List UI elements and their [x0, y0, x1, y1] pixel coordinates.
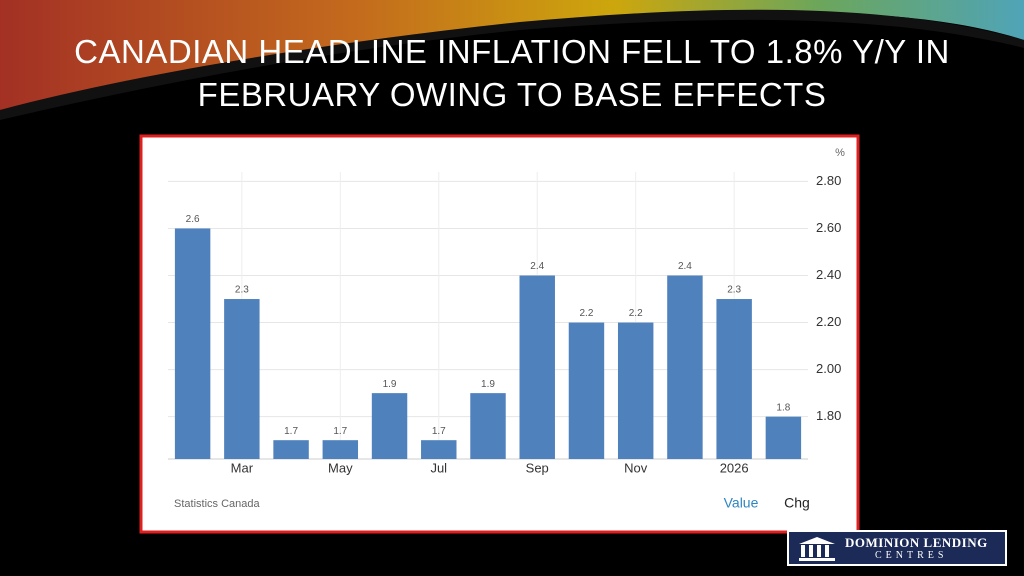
- legend-item[interactable]: Chg: [784, 495, 810, 511]
- y-tick-label: 2.40: [816, 267, 841, 282]
- logo-icon: [799, 537, 835, 561]
- bar: [273, 440, 309, 459]
- x-tick-label: Nov: [624, 460, 648, 475]
- y-tick-label: 2.00: [816, 361, 841, 376]
- bar: [421, 440, 457, 459]
- slide-title: CANADIAN HEADLINE INFLATION FELL TO 1.8%…: [74, 33, 950, 113]
- source: Statistics Canada: [174, 498, 260, 510]
- y-tick-label: 2.60: [816, 220, 841, 235]
- unit-label: %: [835, 147, 845, 159]
- bar: [568, 322, 605, 459]
- x-tick-label: Mar: [231, 460, 254, 475]
- bar: [667, 275, 703, 459]
- bar: [617, 322, 654, 459]
- data-label: 2.4: [530, 261, 544, 272]
- x-tick-label: Jul: [430, 460, 447, 475]
- logo-text: CENTRES: [875, 550, 948, 561]
- data-label: 2.3: [235, 285, 249, 296]
- logo: DOMINION LENDING CENTRES: [787, 530, 1007, 566]
- x-tick-label: May: [328, 460, 353, 475]
- bar: [174, 228, 211, 459]
- data-label: 1.7: [333, 426, 347, 437]
- data-label: 1.7: [284, 426, 298, 437]
- data-label: 2.2: [580, 308, 594, 319]
- bar: [371, 393, 408, 459]
- data-label: 2.2: [629, 308, 643, 319]
- bar: [716, 299, 752, 459]
- y-tick-label: 1.80: [816, 408, 841, 423]
- data-label: 2.6: [186, 214, 200, 225]
- data-label: 2.4: [678, 261, 692, 272]
- bar: [322, 440, 359, 459]
- x-tick-label: 2026: [720, 460, 749, 475]
- bar: [224, 299, 260, 459]
- legend-item[interactable]: Value: [724, 495, 759, 511]
- data-label: 1.9: [383, 379, 397, 390]
- bar: [765, 416, 802, 459]
- bar: [519, 275, 555, 459]
- y-tick-label: 2.20: [816, 314, 841, 329]
- bar: [470, 393, 506, 459]
- logo-text: DOMINION LENDING: [845, 535, 988, 550]
- data-label: 1.7: [432, 426, 446, 437]
- y-tick-label: 2.80: [816, 173, 841, 188]
- data-label: 2.3: [727, 285, 741, 296]
- data-label: 1.8: [776, 402, 790, 413]
- x-tick-label: Sep: [526, 460, 549, 475]
- data-label: 1.9: [481, 379, 495, 390]
